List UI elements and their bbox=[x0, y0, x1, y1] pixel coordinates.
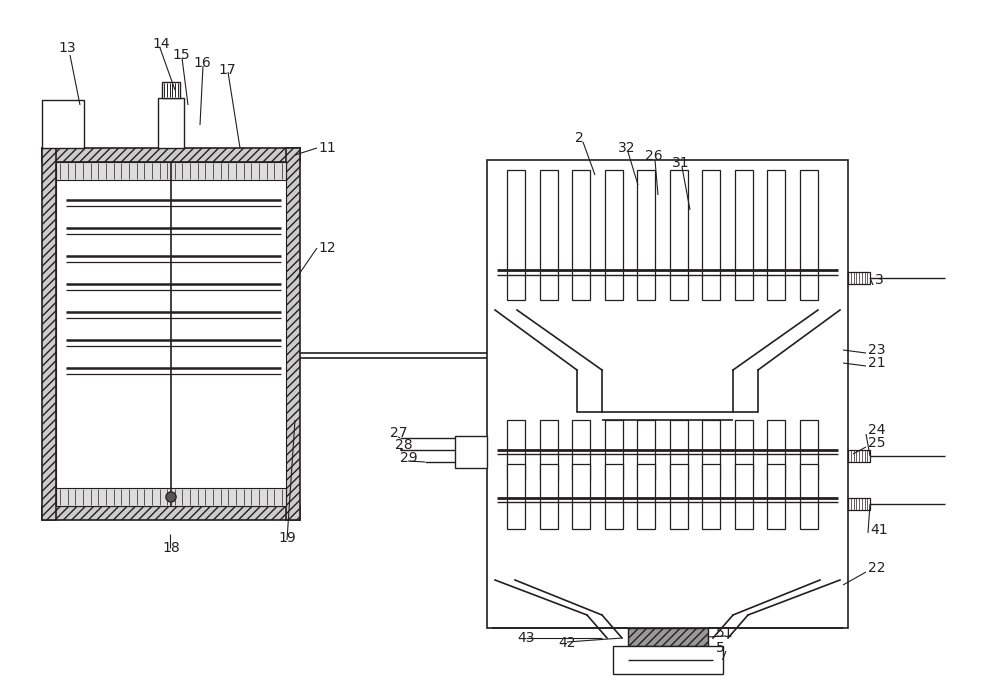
Bar bbox=[735, 464, 753, 529]
Bar bbox=[42, 100, 84, 148]
Bar bbox=[540, 420, 558, 480]
Bar bbox=[455, 436, 487, 468]
Text: 22: 22 bbox=[868, 561, 886, 575]
Bar bbox=[767, 464, 785, 529]
Bar bbox=[540, 464, 558, 529]
Text: 12: 12 bbox=[318, 241, 336, 255]
Bar bbox=[670, 170, 688, 300]
Bar bbox=[42, 148, 56, 520]
Bar bbox=[56, 162, 286, 180]
Bar bbox=[637, 420, 655, 480]
Bar bbox=[800, 464, 818, 529]
Bar bbox=[702, 170, 720, 300]
Bar bbox=[56, 488, 286, 506]
Text: 28: 28 bbox=[395, 438, 413, 452]
Bar bbox=[572, 420, 590, 480]
Bar bbox=[507, 464, 525, 529]
Text: 2: 2 bbox=[575, 131, 584, 145]
Text: 15: 15 bbox=[172, 48, 190, 62]
Text: 29: 29 bbox=[400, 451, 418, 465]
Bar bbox=[605, 170, 623, 300]
Bar bbox=[612, 646, 722, 674]
Text: 17: 17 bbox=[218, 63, 236, 77]
Text: 16: 16 bbox=[193, 56, 211, 70]
Bar bbox=[572, 170, 590, 300]
Text: 23: 23 bbox=[868, 343, 886, 357]
Text: 31: 31 bbox=[672, 156, 690, 170]
Bar bbox=[767, 420, 785, 480]
Text: 27: 27 bbox=[390, 426, 408, 440]
Bar bbox=[487, 160, 848, 628]
Bar bbox=[42, 506, 300, 520]
Bar bbox=[848, 272, 870, 284]
Text: 21: 21 bbox=[868, 356, 886, 370]
Bar bbox=[162, 82, 180, 98]
Bar bbox=[767, 170, 785, 300]
Bar bbox=[637, 464, 655, 529]
Bar bbox=[702, 420, 720, 480]
Text: 26: 26 bbox=[645, 149, 663, 163]
Bar bbox=[735, 170, 753, 300]
Bar bbox=[670, 420, 688, 480]
Bar bbox=[605, 464, 623, 529]
Bar bbox=[158, 98, 184, 148]
Bar bbox=[507, 420, 525, 480]
Text: 18: 18 bbox=[162, 541, 180, 555]
Bar bbox=[800, 170, 818, 300]
Bar bbox=[848, 498, 870, 510]
Bar bbox=[540, 170, 558, 300]
Text: 19: 19 bbox=[278, 531, 296, 545]
Bar bbox=[42, 148, 300, 162]
Bar bbox=[735, 420, 753, 480]
Bar bbox=[605, 420, 623, 480]
Circle shape bbox=[166, 492, 176, 502]
Text: 43: 43 bbox=[517, 631, 534, 645]
Text: 11: 11 bbox=[318, 141, 336, 155]
Bar bbox=[286, 148, 300, 520]
Bar bbox=[702, 464, 720, 529]
Text: 3: 3 bbox=[875, 273, 884, 287]
Text: 42: 42 bbox=[558, 636, 576, 650]
Bar bbox=[670, 464, 688, 529]
Bar bbox=[507, 170, 525, 300]
Bar bbox=[572, 464, 590, 529]
Bar bbox=[56, 162, 286, 506]
Bar bbox=[628, 628, 708, 646]
Text: 14: 14 bbox=[152, 37, 170, 51]
Bar bbox=[800, 420, 818, 480]
Text: 24: 24 bbox=[868, 423, 886, 437]
Text: 32: 32 bbox=[618, 141, 636, 155]
Text: 41: 41 bbox=[870, 523, 888, 537]
Text: 13: 13 bbox=[58, 41, 76, 55]
Bar bbox=[848, 450, 870, 462]
Bar bbox=[637, 170, 655, 300]
Text: 51: 51 bbox=[716, 626, 734, 640]
Text: 25: 25 bbox=[868, 436, 886, 450]
Text: 5: 5 bbox=[716, 641, 725, 655]
